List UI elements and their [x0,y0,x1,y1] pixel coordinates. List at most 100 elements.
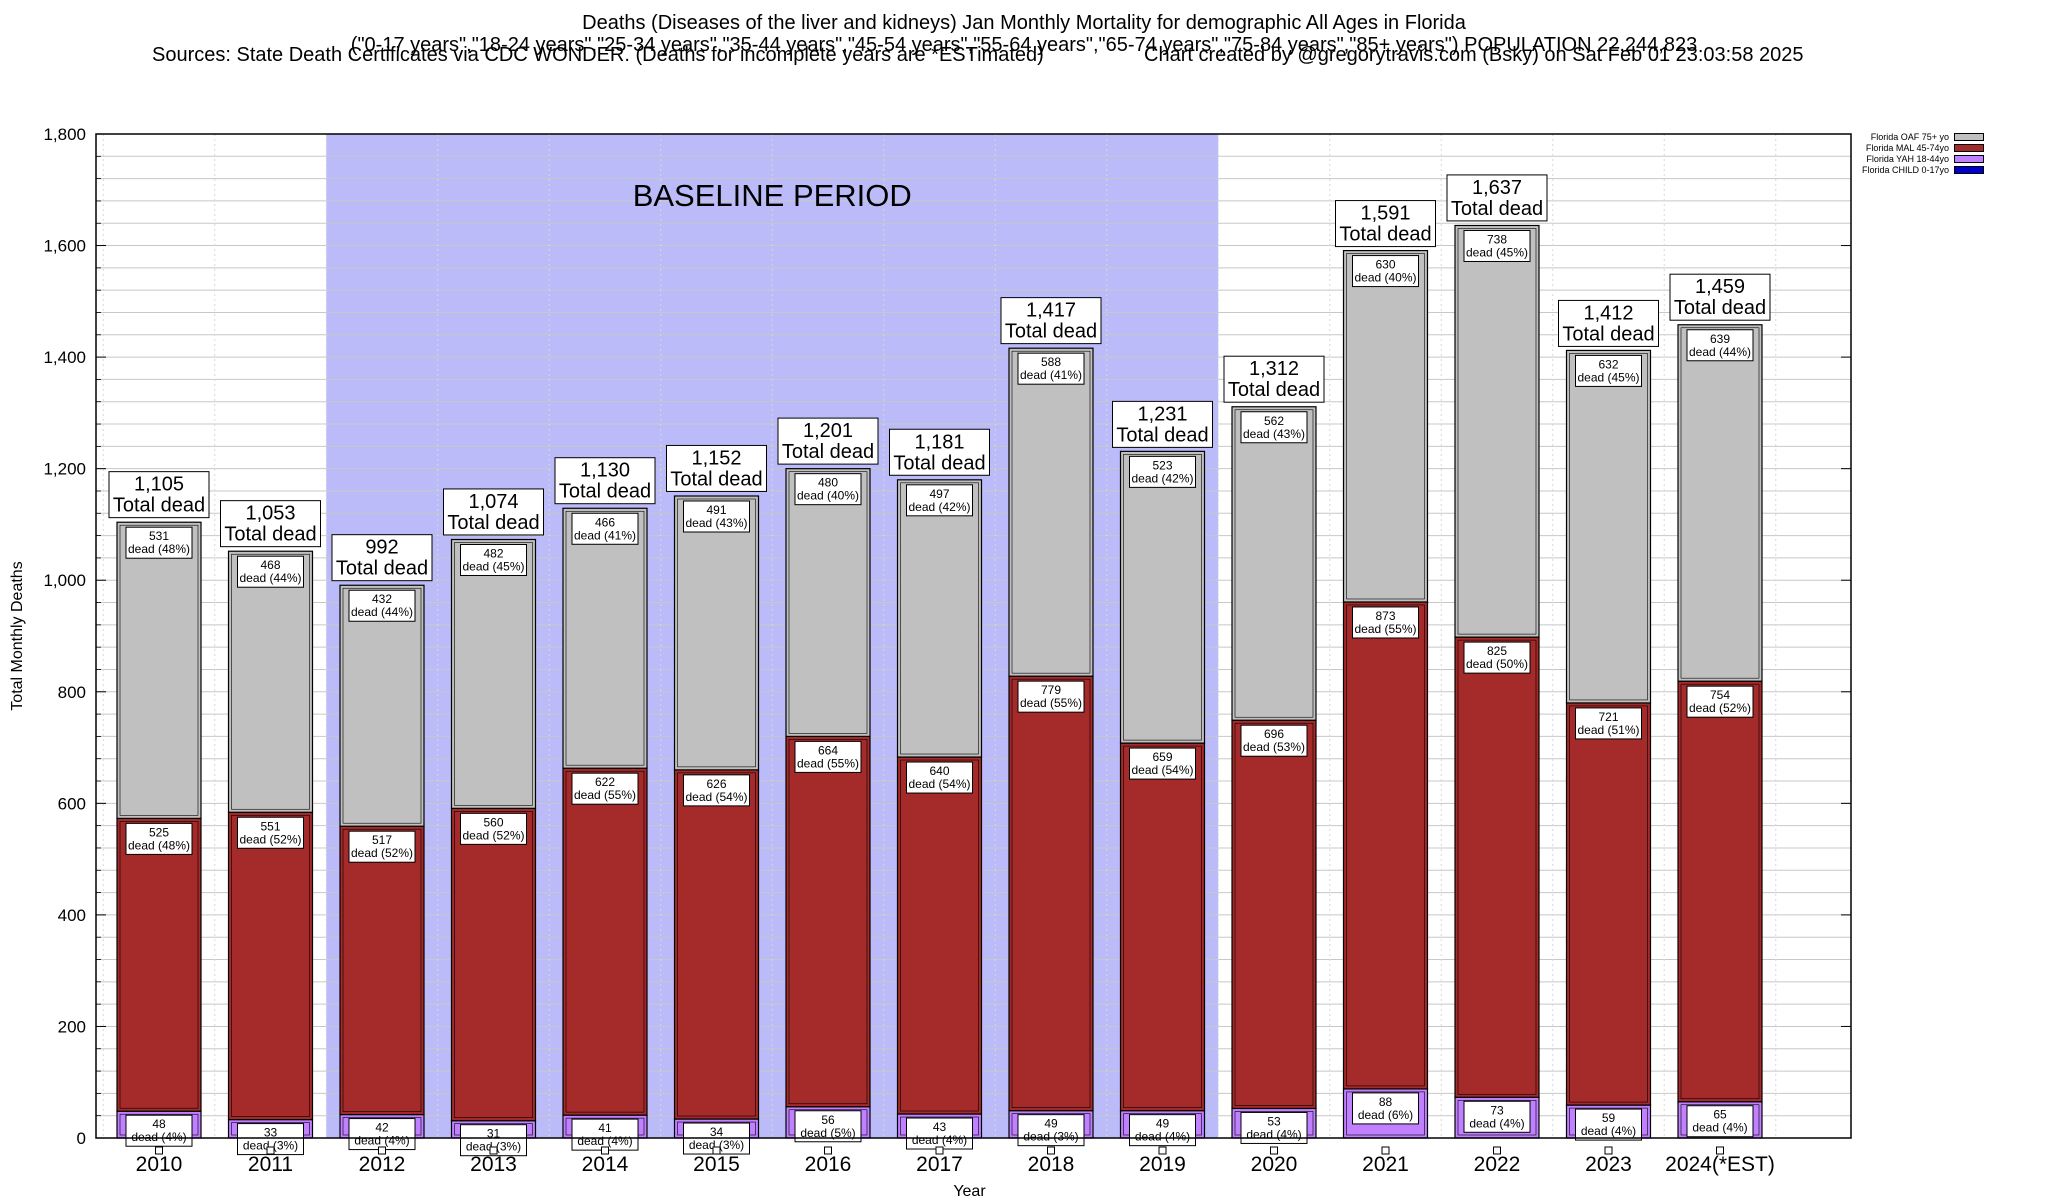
total-suffix-label: Total dead [447,512,539,534]
total-suffix-label: Total dead [1339,224,1431,246]
total-suffix-label: Total dead [113,495,205,517]
segment-label-box-mal [683,774,750,807]
total-suffix-label: Total dead [1451,198,1543,220]
total-suffix-label: Total dead [1562,323,1654,345]
total-suffix-label: Total dead [1116,424,1208,446]
total-value-label: 1,152 [691,447,741,469]
x-tick-label: 2012 [359,1153,406,1176]
total-value-label: 1,201 [803,420,853,442]
bar-segment-oaf [1677,324,1763,682]
bar-segment-inner-yah [1346,1091,1425,1136]
total-suffix-label: Total dead [336,558,428,580]
segment-label-box-mal [794,740,862,773]
bar-segment-oaf [227,550,314,813]
segment-value-label-mal: 640 [929,764,949,778]
segment-percent-label-mal: dead (53%) [1243,740,1305,754]
segment-percent-label-mal: dead (55%) [1020,696,1082,710]
segment-percent-label-mal: dead (55%) [574,788,636,802]
segment-label-box-yah [1463,1100,1531,1133]
segment-label-box-mal [460,812,527,845]
segment-percent-label-yah: dead (3%) [1023,1130,1078,1144]
x-tick-label: 2011 [248,1153,293,1176]
segment-percent-label-yah: dead (4%) [1581,1124,1636,1138]
total-label-box [777,417,879,465]
segment-percent-label-yah: dead (4%) [354,1134,409,1148]
segment-value-label-yah: 56 [821,1113,835,1127]
segment-percent-label-mal: dead (48%) [128,838,190,852]
segment-percent-label-yah: dead (4%) [1135,1130,1190,1144]
legend-entry-mal: Florida MAL 45-74yo [1862,142,1985,153]
segment-label-box-oaf [1352,255,1419,288]
total-value-label: 1,181 [914,431,964,453]
chart-credit: Chart created by @gregorytravis.com (Bsk… [1144,44,1804,66]
total-suffix-label: Total dead [1228,379,1320,401]
child-marker [1270,1146,1278,1155]
chart-subtitle: ("0-17 years","18-24 years","25-34 years… [350,34,1698,56]
bar-segment-mal [1565,702,1652,1106]
segment-value-label-yah: 41 [598,1121,612,1135]
x-axis-title: Year [953,1183,986,1200]
total-suffix-label: Total dead [893,452,985,474]
bar-segment-inner-mal [1569,705,1648,1103]
bar-segment-inner-mal [1680,683,1760,1100]
segment-label-box-yah [1017,1114,1085,1147]
segment-value-label-oaf: 497 [929,487,949,501]
segment-label-box-oaf [237,555,304,588]
y-tick-label: 1,800 [43,125,86,144]
child-marker [378,1146,386,1155]
bar-segment-inner-mal [1011,678,1091,1108]
bar-segment-inner-oaf [342,587,422,824]
bar-segment-mal [1231,719,1317,1110]
segment-label-box-yah [571,1118,639,1151]
total-suffix-label: Total dead [1674,297,1766,319]
total-label-box [331,534,433,582]
segment-percent-label-mal: dead (52%) [239,832,301,846]
child-marker [266,1146,275,1155]
bar-segment-oaf [896,479,983,758]
total-label-box [1669,273,1771,321]
bar-segment-oaf [673,495,760,771]
legend-label-mal: Florida MAL 45-74yo [1865,142,1950,153]
bar-segment-oaf [116,521,202,819]
segment-percent-label-oaf: dead (43%) [1243,427,1305,441]
segment-value-label-oaf: 468 [260,558,280,572]
x-tick-label: 2013 [470,1153,517,1176]
segment-value-label-mal: 721 [1598,710,1618,724]
bar-segment-oaf [339,584,425,827]
segment-label-box-mal [1017,680,1085,713]
bar-segment-mal [116,817,202,1112]
segment-percent-label-oaf: dead (42%) [1131,471,1193,485]
y-tick-label: 400 [58,906,86,925]
bar-segment-inner-oaf [1680,327,1760,679]
legend-swatch-oaf [1954,132,1985,141]
bar-segment-mal [227,811,314,1121]
total-label-box [1223,355,1325,403]
segment-percent-label-oaf: dead (40%) [797,489,859,503]
segment-label-box-yah [794,1110,862,1143]
child-marker [155,1146,163,1155]
segment-value-label-oaf: 466 [595,515,615,529]
bar-segment-inner-mal [677,772,756,1117]
child-marker [1604,1146,1613,1155]
total-suffix-label: Total dead [1005,321,1097,343]
segment-label-box-oaf [1017,352,1085,385]
segment-value-label-yah: 48 [152,1117,166,1131]
segment-percent-label-yah: dead (3%) [689,1138,744,1152]
legend-swatch-child [1954,165,1985,174]
segment-percent-label-yah: dead (4%) [912,1133,967,1147]
bar-segment-inner-oaf [1457,228,1537,635]
segment-percent-label-mal: dead (54%) [1131,763,1193,777]
bar-segment-mal [1008,675,1094,1112]
baseline-period-label: BASELINE PERIOD [633,178,912,213]
segment-value-label-yah: 42 [375,1121,389,1135]
bar-segment-inner-oaf [1123,454,1202,741]
x-tick-label: 2022 [1474,1153,1521,1176]
y-tick-label: 200 [58,1017,86,1036]
child-marker [935,1146,944,1155]
segment-percent-label-yah: dead (4%) [131,1130,186,1144]
bar-segment-inner-oaf [788,471,868,734]
bar-segment-mal [896,756,983,1115]
segment-value-label-oaf: 738 [1487,232,1507,246]
segment-value-label-oaf: 588 [1041,355,1061,369]
